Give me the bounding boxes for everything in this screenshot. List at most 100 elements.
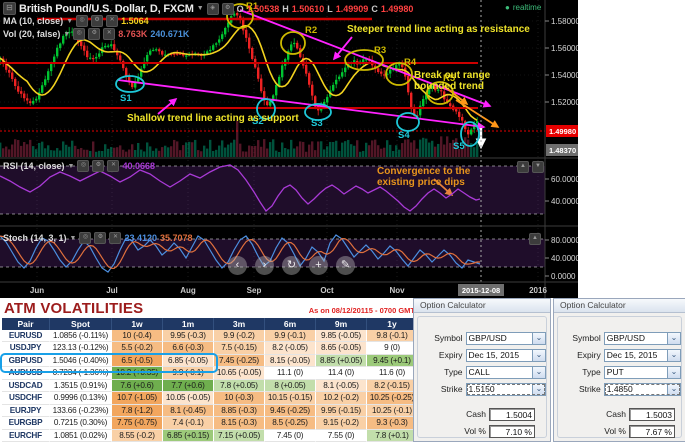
vol-input[interactable]: 7.10 % (489, 424, 535, 438)
table-row-USDJPY[interactable]: USDJPY 123.13 (-0.12%) 5.5 (-0.2) 6.6 (-0.3… (2, 342, 418, 355)
chevron-down-icon[interactable]: ⌄ (532, 366, 545, 378)
column-header[interactable]: 1w (112, 318, 163, 330)
symbol-label: Symbol (434, 333, 463, 343)
stoch-label[interactable]: Stoch (14, 3, 1) (3, 233, 67, 243)
candle-body (65, 33, 68, 37)
indicator-settings-icon[interactable]: ⚙ (88, 28, 101, 40)
window-title[interactable]: Option Calculator (554, 299, 685, 313)
indicator-close-icon[interactable]: ✕ (103, 28, 116, 40)
chevron-down-icon[interactable]: ⌄ (667, 366, 680, 378)
time-axis-label: Sep (247, 286, 262, 295)
cash-input[interactable]: 1.5004 (489, 407, 535, 421)
pane-up-icon[interactable]: ▲ (529, 233, 541, 245)
volume-bar (422, 137, 425, 157)
column-header[interactable]: Pair (2, 318, 50, 330)
low-price-text: 1.48370 (549, 146, 576, 155)
chevron-right-icon[interactable]: › (255, 256, 274, 275)
strike-select[interactable]: 1.4850 ⌄ (603, 382, 681, 396)
column-header[interactable]: 1m (163, 318, 214, 330)
chart-style-icon[interactable]: ◈ (206, 2, 219, 15)
volume-bar (32, 146, 35, 157)
chevron-left-icon[interactable]: ‹ (228, 256, 247, 275)
symbol-title[interactable]: British Pound/U.S. Dollar, D, FXCM (19, 2, 194, 15)
expiry-select[interactable]: Dec 15, 2015 ⌄ (603, 348, 681, 362)
ma-label[interactable]: MA (10, close) (3, 16, 64, 26)
chevron-down-icon[interactable]: ▼ (66, 17, 74, 25)
strike-select[interactable]: 1.5150 ⌄ (465, 382, 546, 396)
rsi-label[interactable]: RSI (14, close) (3, 161, 65, 171)
column-header[interactable]: 3m (214, 318, 265, 330)
table-row-AUDUSD[interactable]: AUDUSD 0.7234 (-1.36%) 10.2 (+0.35) 9.9 (-0… (2, 367, 418, 380)
column-header[interactable]: 1y (367, 318, 418, 330)
type-select[interactable]: CALL ⌄ (465, 365, 546, 379)
atm-volatilities-title: ATM VOLATILITIES (4, 300, 144, 317)
table-row-USDCAD[interactable]: USDCAD 1.3515 (0.91%) 7.6 (+0.6) 7.7 (+0.6)… (2, 379, 418, 393)
ma-indicator-row: MA (10, close) ▼ ◎ ⚙ ✕ 1.5064 (3, 15, 149, 27)
spot-cell: 1.5046 (-0.40%) (50, 354, 112, 368)
table-row-EURJPY[interactable]: EURJPY 133.66 (-0.23%) 7.8 (-1.2) 8.1 (-0.4… (2, 404, 418, 418)
column-header[interactable]: Spot (50, 318, 112, 330)
type-label: Type (444, 367, 463, 377)
indicator-settings-icon[interactable]: ⚙ (94, 232, 107, 244)
table-row-USDCHF[interactable]: USDCHF 0.9996 (0.13%) 10.7 (-1.05) 10.05 (-… (2, 392, 418, 405)
indicator-eye-icon[interactable]: ◎ (73, 28, 86, 40)
pane-down-icon[interactable]: ▼ (532, 161, 544, 173)
chart-panel[interactable]: R1 R2 R3 R4 R5 S1 S2 S3 S4 S5 1.58000 1.56000 1.5400… (0, 0, 578, 298)
volume-bar (167, 147, 170, 157)
chevron-down-icon[interactable]: ▼ (63, 30, 71, 38)
table-row-GBPUSD[interactable]: GBPUSD 1.5046 (-0.40%) 6.5 (-0.5) 6.85 (-0.… (2, 354, 418, 368)
expiry-select[interactable]: Dec 15, 2015 ⌄ (465, 348, 546, 362)
spot-cell: 1.3515 (0.91%) (50, 379, 112, 393)
chevron-down-icon[interactable]: ⌄ (667, 332, 680, 344)
indicator-close-icon[interactable]: ✕ (107, 160, 120, 172)
candle-body (458, 111, 461, 117)
volume-bar (449, 142, 452, 157)
vol-cell: 7.6 (+0.6) (112, 379, 163, 393)
pane-up-icon[interactable]: ▲ (517, 161, 529, 173)
column-header[interactable]: 9m (316, 318, 367, 330)
indicator-close-icon[interactable]: ✕ (106, 15, 119, 27)
chevron-down-icon[interactable]: ▼ (196, 5, 204, 12)
chevron-down-icon[interactable]: ⌄ (532, 383, 545, 395)
pencil-icon[interactable]: ✎ (336, 256, 355, 275)
chevron-down-icon[interactable]: ▼ (67, 162, 75, 170)
volume-label[interactable]: Vol (20, false) (3, 29, 61, 39)
cash-input[interactable]: 1.5003 (629, 407, 675, 421)
indicator-settings-icon[interactable]: ⚙ (91, 15, 104, 27)
chevron-down-icon[interactable]: ⌄ (532, 332, 545, 344)
symbol-select[interactable]: GBP/USD ⌄ (465, 331, 546, 345)
pair-cell: EURGBP (2, 417, 50, 430)
collapse-icon[interactable]: ⊟ (3, 2, 16, 15)
type-select[interactable]: PUT ⌄ (603, 365, 681, 379)
chart-settings-icon[interactable]: ⚙ (221, 2, 234, 15)
indicator-eye-icon[interactable]: ◎ (76, 15, 89, 27)
vol-cell: 8.15 (-0.3) (214, 417, 265, 430)
volume-bar (128, 149, 131, 157)
chevron-down-icon[interactable]: ⌄ (667, 383, 680, 395)
vol-cell: 6.85 (+0.15) (163, 429, 214, 442)
volume-bar (419, 139, 422, 157)
vol-cell: 11.4 (0) (316, 367, 367, 380)
chevron-down-icon[interactable]: ⌄ (667, 349, 680, 361)
time-axis-label: 2016 (529, 286, 547, 295)
vol-cell: 10.65 (-0.05) (214, 367, 265, 380)
refresh-icon[interactable]: ↻ (282, 256, 301, 275)
volume-bar (443, 144, 446, 157)
volume-bar (233, 139, 236, 157)
indicator-close-icon[interactable]: ✕ (109, 232, 122, 244)
column-header[interactable]: 6m (265, 318, 316, 330)
candle-body (125, 68, 128, 77)
table-row-EURUSD[interactable]: EURUSD 1.0856 (-0.11%) 10 (-0.4) 9.95 (-0.3… (2, 330, 418, 343)
vol-cell: 9.8 (-0.1) (367, 330, 418, 343)
chevron-down-icon[interactable]: ⌄ (532, 349, 545, 361)
window-title[interactable]: Option Calculator (414, 299, 550, 313)
table-row-EURCHF[interactable]: EURCHF 1.0851 (0.02%) 8.55 (-0.2) 6.85 (+0.… (2, 429, 418, 442)
indicator-eye-icon[interactable]: ◎ (77, 160, 90, 172)
plus-icon[interactable]: + (309, 256, 328, 275)
symbol-select[interactable]: GBP/USD ⌄ (603, 331, 681, 345)
vol-input[interactable]: 7.67 % (629, 424, 675, 438)
table-row-EURGBP[interactable]: EURGBP 0.7215 (0.30%) 7.75 (-0.75) 7.4 (-0.… (2, 417, 418, 430)
chevron-down-icon[interactable]: ▼ (69, 234, 77, 242)
indicator-settings-icon[interactable]: ⚙ (92, 160, 105, 172)
indicator-eye-icon[interactable]: ◎ (79, 232, 92, 244)
